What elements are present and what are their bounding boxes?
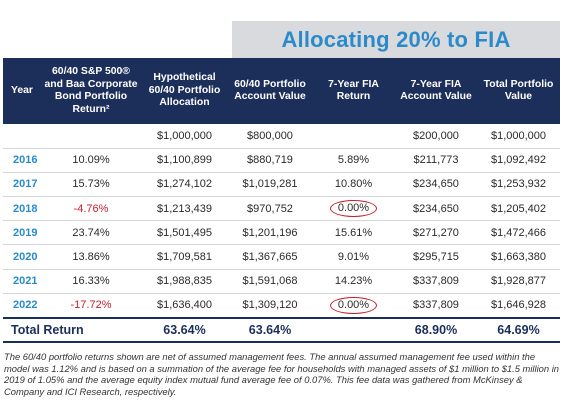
cell-year: 2016 [3, 148, 41, 173]
cell-total-value: $1,928,877 [477, 269, 560, 294]
cell-year: 2020 [3, 244, 41, 270]
banner-title: Allocating 20% to FIA [281, 26, 511, 52]
cell-fia-account-value: $295,715 [395, 244, 477, 270]
table-row: 2020 13.86% $1,709,581 $1,367,665 9.01% $295,… [3, 244, 560, 270]
header-portfolio-return: 60/40 S&P 500® and Baa Corporate Bond Po… [41, 58, 141, 124]
cell-account-value: $1,591,068 [228, 269, 312, 294]
header-fia-return: 7-Year FIA Return [312, 58, 395, 124]
cell-portfolio-return: 13.86% [41, 244, 141, 270]
table-row: 2018 -4.76% $1,213,439 $970,752 0.00% $234,65… [3, 196, 560, 222]
cell-fia-account-value: $337,809 [395, 269, 477, 294]
cell-account-value: $1,201,196 [228, 220, 312, 246]
cell-allocation: $1,501,495 [141, 220, 228, 246]
cell-portfolio-return: 15.73% [41, 172, 141, 198]
cell-fia-account-value: $234,650 [395, 172, 477, 198]
cell-fia-account-value: $271,270 [395, 220, 477, 246]
cell-portfolio-return: -4.76% [41, 196, 141, 222]
cell-allocation: $1,709,581 [141, 244, 228, 270]
table-row: 2022 -17.72% $1,636,400 $1,309,120 0.00% $337… [3, 293, 560, 319]
cell-account-value: $1,367,665 [228, 244, 312, 270]
cell-portfolio-return: -17.72% [41, 293, 141, 319]
cell-allocation: $1,213,439 [141, 196, 228, 222]
cell-fia-account-value: $337,809 [395, 293, 477, 319]
cell-total-value: $1,646,928 [477, 293, 560, 319]
cell-total-value: $1,000,000 [477, 124, 560, 149]
cell-year: 2018 [3, 196, 41, 222]
cell-portfolio-return [41, 124, 141, 149]
cell-total-value: $1,663,380 [477, 244, 560, 270]
total-return-label: Total Return [3, 316, 141, 343]
total-account-return: 63.64% [228, 316, 312, 343]
cell-account-value: $1,309,120 [228, 293, 312, 319]
cell-account-value: $880,719 [228, 148, 312, 173]
cell-fia-return: 10.80% [312, 172, 395, 198]
cell-allocation: $1,000,000 [141, 124, 228, 149]
total-allocation-return: 63.64% [141, 316, 228, 343]
total-fia-value-return: 68.90% [395, 316, 477, 343]
cell-portfolio-return: 16.33% [41, 269, 141, 294]
zero-return-highlight: 0.00% [329, 200, 378, 218]
cell-portfolio-return: 10.09% [41, 148, 141, 173]
cell-year: 2022 [3, 293, 41, 319]
cell-total-value: $1,253,932 [477, 172, 560, 198]
table-row: $1,000,000 $800,000 $200,000 $1,000,000 [3, 124, 560, 149]
cell-total-value: $1,092,492 [477, 148, 560, 173]
cell-allocation: $1,100,899 [141, 148, 228, 173]
cell-fia-account-value: $211,773 [395, 148, 477, 173]
cell-allocation: $1,274,102 [141, 172, 228, 198]
header-account-value: 60/40 Portfolio Account Value [228, 58, 312, 124]
cell-account-value: $1,019,281 [228, 172, 312, 198]
cell-fia-return: 9.01% [312, 244, 395, 270]
cell-year: 2017 [3, 172, 41, 198]
table-row: 2021 16.33% $1,988,835 $1,591,068 14.23% $337… [3, 269, 560, 294]
table-row: 2016 10.09% $1,100,899 $880,719 5.89% $211,77… [3, 148, 560, 173]
total-fia-return-empty [312, 316, 395, 343]
header-fia-account-value: 7-Year FIA Account Value [395, 58, 477, 124]
cell-fia-return: 5.89% [312, 148, 395, 173]
header-year: Year [3, 58, 41, 124]
cell-fia-account-value: $234,650 [395, 196, 477, 222]
cell-total-value: $1,205,402 [477, 196, 560, 222]
cell-allocation: $1,636,400 [141, 293, 228, 319]
header-row: Year 60/40 S&P 500® and Baa Corporate Bo… [3, 58, 560, 124]
cell-fia-return: 0.00% [312, 293, 395, 319]
header-hypothetical-allocation: Hypothetical 60/40 Portfolio Allocation [141, 58, 228, 124]
cell-fia-account-value: $200,000 [395, 124, 477, 149]
cell-fia-return: 15.61% [312, 220, 395, 246]
cell-year [3, 124, 41, 149]
cell-account-value: $800,000 [228, 124, 312, 149]
cell-account-value: $970,752 [228, 196, 312, 222]
cell-year: 2019 [3, 220, 41, 246]
cell-fia-return [312, 124, 395, 149]
table-row: 2017 15.73% $1,274,102 $1,019,281 10.80% $234… [3, 172, 560, 198]
fee-footnote: The 60/40 portfolio returns shown are ne… [4, 351, 560, 397]
fia-allocation-banner: Allocating 20% to FIA [232, 21, 560, 58]
cell-fia-return: 14.23% [312, 269, 395, 294]
total-return-row: Total Return 63.64% 63.64% 68.90% 64.69% [3, 316, 560, 343]
header-total-portfolio-value: Total Portfolio Value [477, 58, 560, 124]
table-row: 2019 23.74% $1,501,495 $1,201,196 15.61% $271… [3, 220, 560, 246]
cell-fia-return: 0.00% [312, 196, 395, 222]
cell-allocation: $1,988,835 [141, 269, 228, 294]
total-portfolio-return: 64.69% [477, 316, 560, 343]
cell-total-value: $1,472,466 [477, 220, 560, 246]
zero-return-highlight: 0.00% [329, 296, 378, 314]
cell-portfolio-return: 23.74% [41, 220, 141, 246]
cell-year: 2021 [3, 269, 41, 294]
portfolio-comparison-table: Year 60/40 S&P 500® and Baa Corporate Bo… [3, 58, 560, 343]
